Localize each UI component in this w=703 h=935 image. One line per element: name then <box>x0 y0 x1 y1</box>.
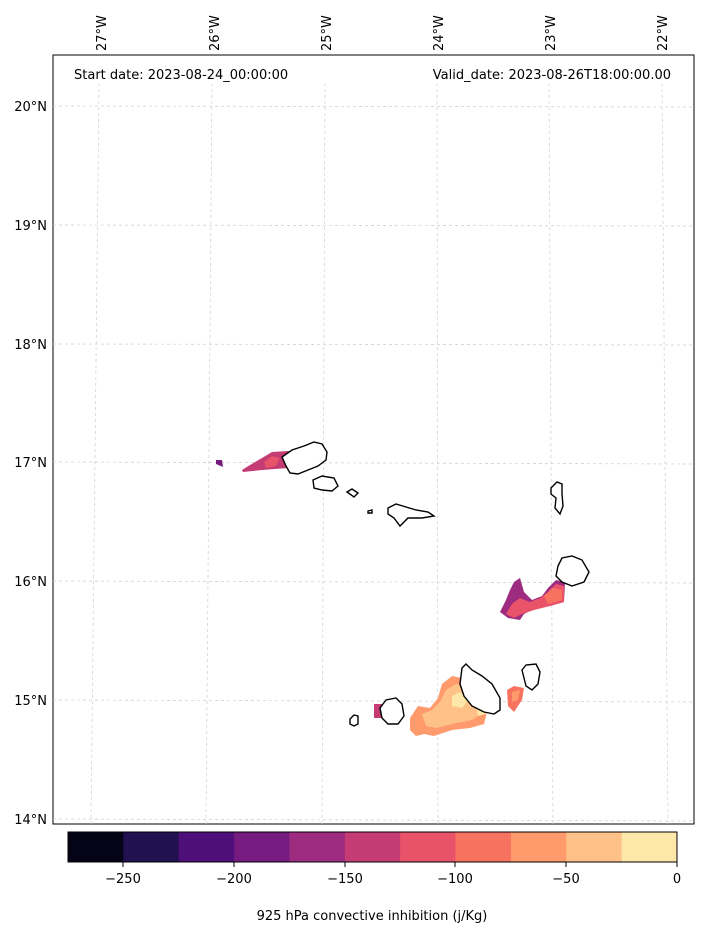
colorbar-frame <box>67 831 678 863</box>
island-brava <box>349 714 359 727</box>
island-raso <box>367 509 373 514</box>
colorbar-cell <box>566 832 623 862</box>
gridlines <box>52 83 695 825</box>
colorbar-tick-label: −150 <box>327 872 363 887</box>
lon-label: 22°W <box>656 15 671 51</box>
cin-patch <box>264 456 280 468</box>
colorbar-cell <box>510 832 567 862</box>
coastlines <box>281 441 590 727</box>
colorbar-cell <box>400 832 457 862</box>
colorbar-cell <box>344 832 401 862</box>
cin-field <box>216 451 565 736</box>
start-date-label: Start date: 2023-08-24_00:00:00 <box>74 68 288 83</box>
colorbar-cell <box>289 832 346 862</box>
lat-label: 16°N <box>14 575 47 590</box>
lat-label: 15°N <box>14 694 47 709</box>
lon-label: 25°W <box>320 15 335 51</box>
island-fogo <box>379 697 405 725</box>
colorbar-tick-label: 0 <box>673 872 681 887</box>
colorbar-cell <box>178 832 235 862</box>
lat-label: 17°N <box>14 456 47 471</box>
lon-label: 27°W <box>95 15 110 51</box>
cin-patch <box>512 690 520 702</box>
colorbar: −250 −200 −150 −100 −50 0 925 hPa convec… <box>67 831 681 924</box>
latitude-labels: 20°N 19°N 18°N 17°N 16°N 15°N 14°N <box>14 100 47 828</box>
valid-date-label: Valid_date: 2023-08-26T18:00:00.00 <box>433 68 671 83</box>
colorbar-label: 925 hPa convective inhibition (j/Kg) <box>257 909 488 924</box>
colorbar-cell <box>68 832 124 862</box>
lon-label: 24°W <box>432 15 447 51</box>
lat-label: 19°N <box>14 219 47 234</box>
map-frame <box>52 54 695 825</box>
colorbar-tick-label: −100 <box>437 872 473 887</box>
colorbar-tick-label: −50 <box>552 872 579 887</box>
lat-label: 14°N <box>14 813 47 828</box>
colorbar-tick-label: −250 <box>105 872 141 887</box>
colorbar-ticks <box>122 862 678 867</box>
colorbar-cell <box>455 832 512 862</box>
lon-label: 23°W <box>544 15 559 51</box>
colorbar-tick-label: −200 <box>216 872 252 887</box>
island-boa-vista <box>555 555 590 587</box>
lat-label: 20°N <box>14 100 47 115</box>
island-sao-nicolau <box>387 503 436 528</box>
colorbar-cell <box>234 832 290 862</box>
island-maio <box>521 663 541 691</box>
island-sal <box>550 481 564 516</box>
island-santiago <box>459 663 501 715</box>
lon-label: 26°W <box>208 15 223 51</box>
cin-patch <box>216 460 223 467</box>
cin-patch <box>544 588 562 604</box>
colorbar-cells <box>68 832 678 862</box>
lat-label: 18°N <box>14 338 47 353</box>
colorbar-cell <box>123 832 180 862</box>
island-santo-antao <box>281 441 328 475</box>
colorbar-cell <box>621 832 678 862</box>
island-santa-luzia <box>345 488 360 498</box>
island-sao-vicente <box>312 475 339 492</box>
longitude-labels: 27°W 26°W 25°W 24°W 23°W 22°W <box>95 15 671 51</box>
